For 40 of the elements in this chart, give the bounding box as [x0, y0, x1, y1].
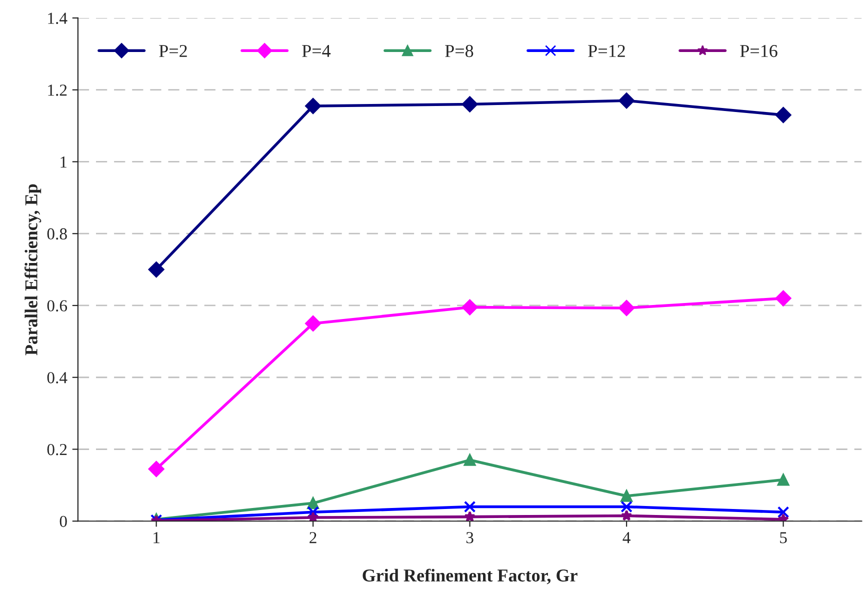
legend-label: P=16 — [740, 44, 778, 58]
x-tick-label: 2 — [310, 532, 316, 544]
point — [775, 290, 792, 306]
point — [618, 300, 634, 316]
point — [464, 500, 476, 513]
point — [307, 512, 319, 522]
legend-label: P=8 — [445, 44, 474, 58]
point — [305, 98, 321, 114]
point — [305, 316, 321, 332]
point — [462, 299, 478, 316]
legend-label: P=12 — [588, 44, 625, 57]
point — [148, 461, 164, 477]
x-tick-label: 1 — [154, 532, 160, 544]
y-tick-label: 1.4 — [48, 12, 68, 24]
y-axis-title: Parallel Efficiency, Ep — [24, 184, 42, 356]
y-tick-label: 0.4 — [47, 372, 68, 384]
point — [777, 474, 790, 486]
point — [462, 96, 478, 112]
x-tick-label: 5 — [780, 532, 787, 544]
y-tick-label: 1 — [60, 156, 67, 168]
point — [464, 510, 476, 522]
y-tick-label: 0 — [60, 516, 67, 528]
point — [307, 497, 319, 510]
point — [618, 92, 634, 109]
point — [777, 506, 790, 518]
legend-label: P=4 — [302, 45, 331, 57]
legend-label: P=2 — [159, 44, 187, 57]
point — [620, 500, 632, 513]
y-tick-label: 0.8 — [47, 228, 67, 240]
point — [620, 510, 632, 521]
point — [464, 454, 476, 466]
x-tick-label: 4 — [622, 532, 630, 544]
x-axis-title: Grid Refinement Factor, Gr — [362, 568, 578, 584]
point — [620, 490, 632, 502]
y-tick-label: 0.2 — [47, 444, 67, 456]
point — [148, 262, 164, 278]
point — [775, 107, 792, 123]
x-tick-label: 3 — [466, 532, 474, 544]
y-tick-label: 0.6 — [47, 300, 68, 312]
y-tick-label: 1.2 — [48, 84, 67, 96]
